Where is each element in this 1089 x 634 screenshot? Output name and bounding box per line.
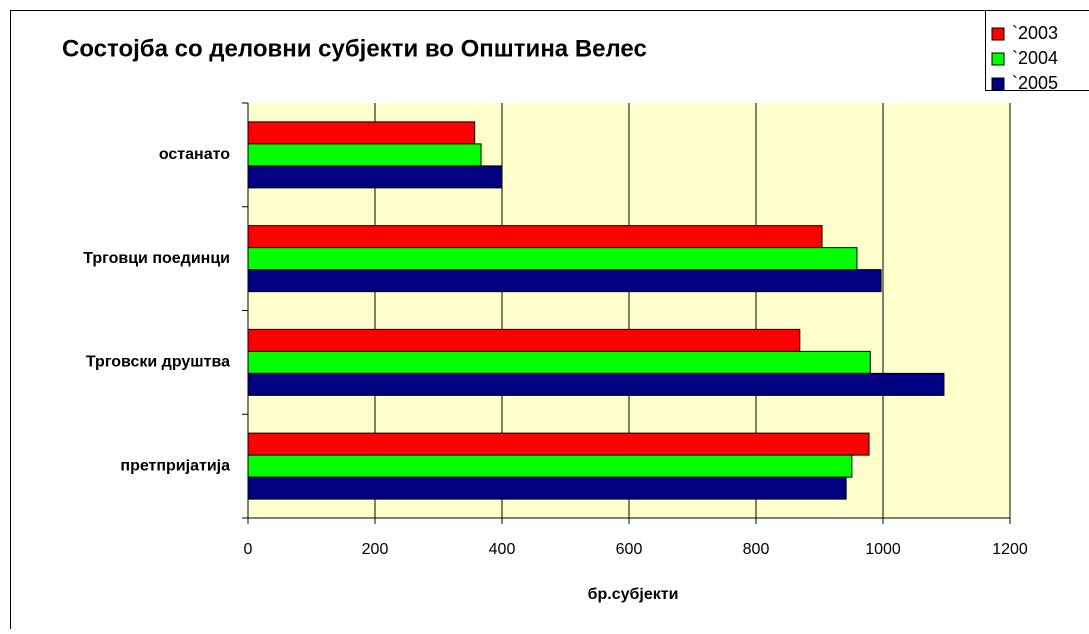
y-tick-label: претпријатија (120, 457, 230, 474)
legend-swatch (992, 78, 1004, 90)
bar (248, 433, 869, 455)
y-tick-label: Трговски друштва (86, 354, 230, 371)
bar (248, 144, 481, 166)
bar (248, 373, 944, 395)
y-tick-label: Трговци поединци (83, 250, 230, 267)
y-tick-label: останато (159, 146, 230, 163)
legend-label: `2005 (1012, 73, 1058, 93)
bar (248, 270, 881, 292)
bar (248, 329, 800, 351)
legend-label: `2003 (1012, 23, 1058, 43)
bar (248, 166, 502, 188)
x-axis-label: бр.субјекти (588, 586, 679, 603)
bar (248, 248, 857, 270)
chart-title: Состојба со деловни субјекти во Општина … (62, 35, 647, 62)
x-tick-label: 800 (743, 541, 770, 558)
x-tick-label: 600 (616, 541, 643, 558)
bar (248, 351, 870, 373)
bar (248, 226, 822, 248)
legend-label: `2004 (1012, 48, 1058, 68)
x-tick-label: 1200 (992, 541, 1028, 558)
bar (248, 477, 846, 499)
bar (248, 455, 852, 477)
x-tick-label: 1000 (865, 541, 901, 558)
x-tick-label: 200 (362, 541, 389, 558)
legend-swatch (992, 28, 1004, 40)
legend-swatch (992, 53, 1004, 65)
x-tick-label: 400 (489, 541, 516, 558)
bar (248, 122, 475, 144)
x-tick-label: 0 (244, 541, 253, 558)
